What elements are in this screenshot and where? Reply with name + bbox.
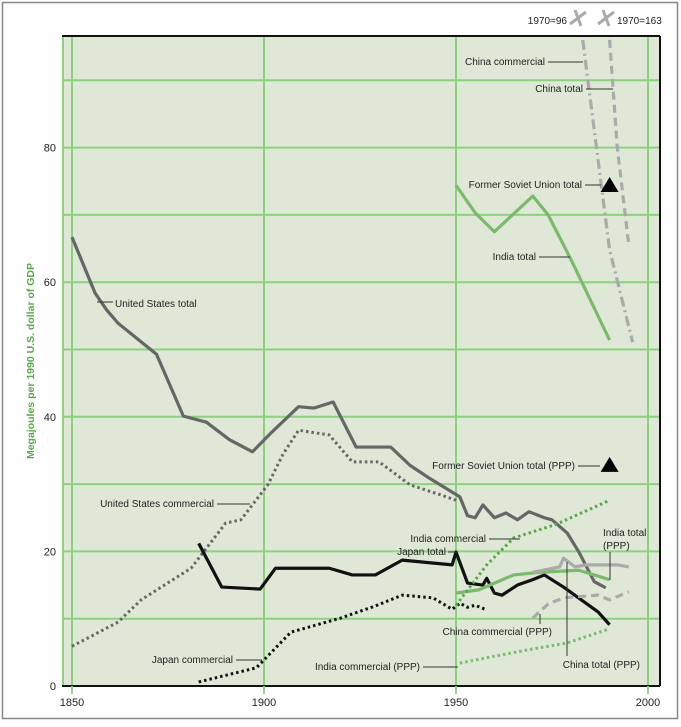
y-tick-label: 40 — [44, 412, 56, 424]
series-united-states-total-line — [70, 236, 607, 590]
series-layer — [70, 9, 635, 684]
annotations-layer: United States total United States commerc… — [97, 16, 662, 673]
annotation-label: 1970=163 — [617, 16, 662, 27]
series-china-total-line — [608, 39, 631, 246]
annotation-label: India total — [603, 528, 646, 539]
ticks: 1850 1900 1950 2000 0 20 40 60 80 — [44, 143, 660, 709]
series-japan-total-line — [197, 542, 611, 626]
series-former-soviet-union-total-ppp-marker — [600, 456, 619, 472]
series-china-total-ppp-line — [532, 556, 630, 574]
x-tick-label: 2000 — [636, 697, 660, 709]
y-tick-label: 20 — [44, 546, 56, 558]
annotation-label: China commercial (PPP) — [443, 627, 552, 638]
y-tick-label: 0 — [50, 681, 56, 693]
series-india-commercial-ppp-line — [459, 627, 611, 665]
annotation-label: China commercial — [465, 57, 545, 68]
series-china-commercial-line — [581, 39, 635, 343]
axis-break-icon — [597, 9, 615, 27]
series-former-soviet-union-total-marker — [600, 176, 619, 192]
x-tick-label: 1900 — [252, 697, 276, 709]
annotation-label: India commercial — [410, 534, 486, 545]
series-india-total-line — [454, 184, 612, 341]
annotation-label: Japan total — [397, 547, 446, 558]
y-tick-label: 60 — [44, 277, 56, 289]
annotation-label: (PPP) — [603, 541, 630, 552]
plot-background — [62, 36, 660, 686]
y-tick-label: 80 — [44, 143, 56, 155]
annotation-label: Former Soviet Union total — [469, 180, 582, 191]
series-china-commercial-ppp-line — [531, 590, 630, 620]
annotation-label: United States commercial — [100, 499, 214, 510]
series-united-states-commercial-line — [71, 428, 457, 648]
x-tick-label: 1950 — [444, 697, 468, 709]
x-tick-label: 1850 — [60, 697, 84, 709]
axis-break-icon — [569, 9, 587, 27]
annotation-label: India commercial (PPP) — [315, 662, 420, 673]
annotation-label: India total — [493, 252, 536, 263]
series-india-total-ppp-line — [455, 568, 611, 595]
series-japan-commercial-line — [198, 593, 488, 684]
annotation-label: Japan commercial — [152, 655, 233, 666]
annotation-label: 1970=96 — [528, 16, 568, 27]
annotation-label: China total (PPP) — [563, 660, 640, 671]
series-india-commercial-line — [454, 498, 611, 607]
annotation-label: United States total — [115, 299, 197, 310]
annotation-label: Former Soviet Union total (PPP) — [432, 461, 575, 472]
annotation-label: China total — [535, 84, 583, 95]
grid — [62, 36, 660, 686]
y-axis-label: Megajoules per 1990 U.S. dollar of GDP — [25, 263, 37, 459]
